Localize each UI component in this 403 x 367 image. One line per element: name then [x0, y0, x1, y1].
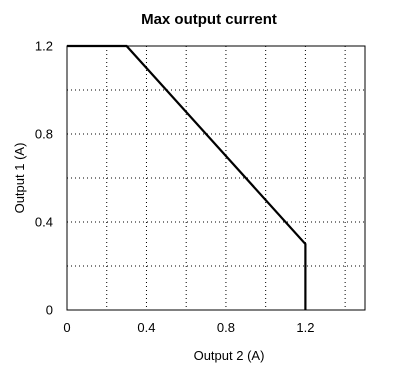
plot-area: [66, 45, 366, 311]
x-axis-label: Output 2 (A): [194, 348, 265, 363]
grid: [67, 46, 365, 310]
y-axis-label: Output 1 (A): [12, 143, 27, 214]
series-line-0: [67, 44, 307, 310]
x-tick-label: 0.8: [217, 320, 235, 335]
x-axis-ticks: 0 0.4 0.8 1.2: [63, 320, 314, 335]
y-axis-ticks: 0 0.4 0.8 1.2: [35, 39, 53, 318]
series-layer: [67, 44, 307, 310]
x-tick-label: 0: [63, 320, 70, 335]
x-tick-label: 0.4: [137, 320, 155, 335]
y-tick-label: 0.4: [35, 215, 53, 230]
y-tick-label: 0.8: [35, 127, 53, 142]
y-tick-label: 0: [46, 303, 53, 318]
chart-title: Max output current: [141, 11, 277, 28]
x-tick-label: 1.2: [296, 320, 314, 335]
y-tick-label: 1.2: [35, 39, 53, 54]
